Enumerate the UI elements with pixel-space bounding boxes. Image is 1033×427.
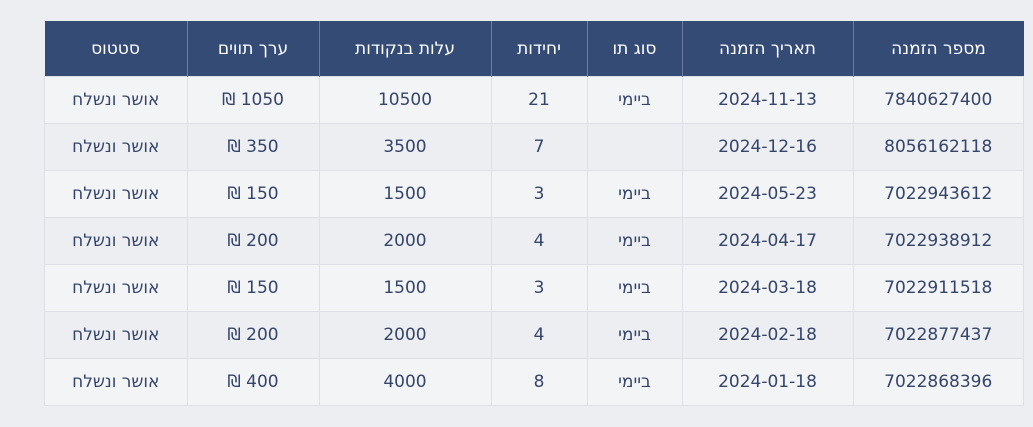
- cell-type: ביימי: [586, 311, 683, 359]
- cell-units: 3: [490, 170, 588, 218]
- table-row: 7840627400 2024-11-13 ביימי 21 10500 105…: [44, 76, 1024, 124]
- cell-order-date: 2024-01-18: [681, 358, 854, 406]
- header-units[interactable]: יחידות: [490, 21, 587, 77]
- cell-order-number: 7022911518: [852, 264, 1024, 312]
- cell-order-number: 7022938912: [852, 217, 1024, 265]
- cell-cost-points: 1500: [318, 170, 492, 218]
- cell-status: אושר ונשלח: [44, 311, 188, 359]
- cell-units: 7: [490, 123, 588, 171]
- table-body: 7840627400 2024-11-13 ביימי 21 10500 105…: [44, 76, 1024, 406]
- cell-units: 4: [490, 217, 588, 265]
- cell-status: אושר ונשלח: [44, 358, 188, 406]
- table-row: 7022868396 2024-01-18 ביימי 8 4000 400 ₪…: [44, 358, 1024, 406]
- cell-value: 150 ₪: [186, 264, 320, 312]
- cell-order-date: 2024-12-16: [681, 123, 854, 171]
- table-row: 7022938912 2024-04-17 ביימי 4 2000 200 ₪…: [44, 217, 1024, 265]
- cell-order-date: 2024-02-18: [681, 311, 854, 359]
- table-row: 8056162118 2024-12-16 7 3500 350 ₪ אושר …: [44, 123, 1024, 171]
- header-cost-points[interactable]: עלות בנקודות: [318, 21, 491, 77]
- cell-cost-points: 2000: [318, 311, 492, 359]
- cell-status: אושר ונשלח: [44, 123, 188, 171]
- cell-status: אושר ונשלח: [44, 217, 188, 265]
- cell-status: אושר ונשלח: [44, 264, 188, 312]
- cell-units: 8: [490, 358, 588, 406]
- table-header: מספר הזמנה תאריך הזמנה סוג תו יחידות עלו…: [44, 21, 1024, 77]
- header-value[interactable]: ערך תווים: [186, 21, 319, 77]
- cell-order-number: 7022943612: [852, 170, 1024, 218]
- cell-units: 21: [490, 76, 588, 124]
- cell-type: [586, 123, 683, 171]
- header-order-date[interactable]: תאריך הזמנה: [681, 21, 853, 77]
- header-status[interactable]: סטטוס: [44, 21, 187, 77]
- cell-order-number: 7022877437: [852, 311, 1024, 359]
- cell-status: אושר ונשלח: [44, 76, 188, 124]
- cell-value: 200 ₪: [186, 217, 320, 265]
- cell-order-date: 2024-05-23: [681, 170, 854, 218]
- header-order-number[interactable]: מספר הזמנה: [852, 21, 1024, 77]
- cell-order-number: 7022868396: [852, 358, 1024, 406]
- cell-units: 3: [490, 264, 588, 312]
- orders-table-container: מספר הזמנה תאריך הזמנה סוג תו יחידות עלו…: [44, 21, 1024, 406]
- cell-type: ביימי: [586, 264, 683, 312]
- table-row: 7022877437 2024-02-18 ביימי 4 2000 200 ₪…: [44, 311, 1024, 359]
- cell-order-number: 7840627400: [852, 76, 1024, 124]
- cell-value: 150 ₪: [186, 170, 320, 218]
- header-type[interactable]: סוג תו: [586, 21, 682, 77]
- cell-order-date: 2024-11-13: [681, 76, 854, 124]
- cell-cost-points: 10500: [318, 76, 492, 124]
- cell-order-date: 2024-03-18: [681, 264, 854, 312]
- cell-cost-points: 2000: [318, 217, 492, 265]
- cell-value: 350 ₪: [186, 123, 320, 171]
- cell-cost-points: 3500: [318, 123, 492, 171]
- table-row: 7022943612 2024-05-23 ביימי 3 1500 150 ₪…: [44, 170, 1024, 218]
- cell-cost-points: 1500: [318, 264, 492, 312]
- cell-type: ביימי: [586, 358, 683, 406]
- cell-value: 1050 ₪: [186, 76, 320, 124]
- cell-value: 200 ₪: [186, 311, 320, 359]
- cell-cost-points: 4000: [318, 358, 492, 406]
- table-row: 7022911518 2024-03-18 ביימי 3 1500 150 ₪…: [44, 264, 1024, 312]
- cell-order-number: 8056162118: [852, 123, 1024, 171]
- cell-type: ביימי: [586, 76, 683, 124]
- orders-table: מספר הזמנה תאריך הזמנה סוג תו יחידות עלו…: [44, 21, 1024, 406]
- cell-value: 400 ₪: [186, 358, 320, 406]
- cell-order-date: 2024-04-17: [681, 217, 854, 265]
- cell-type: ביימי: [586, 170, 683, 218]
- cell-units: 4: [490, 311, 588, 359]
- header-row: מספר הזמנה תאריך הזמנה סוג תו יחידות עלו…: [44, 21, 1024, 77]
- cell-type: ביימי: [586, 217, 683, 265]
- cell-status: אושר ונשלח: [44, 170, 188, 218]
